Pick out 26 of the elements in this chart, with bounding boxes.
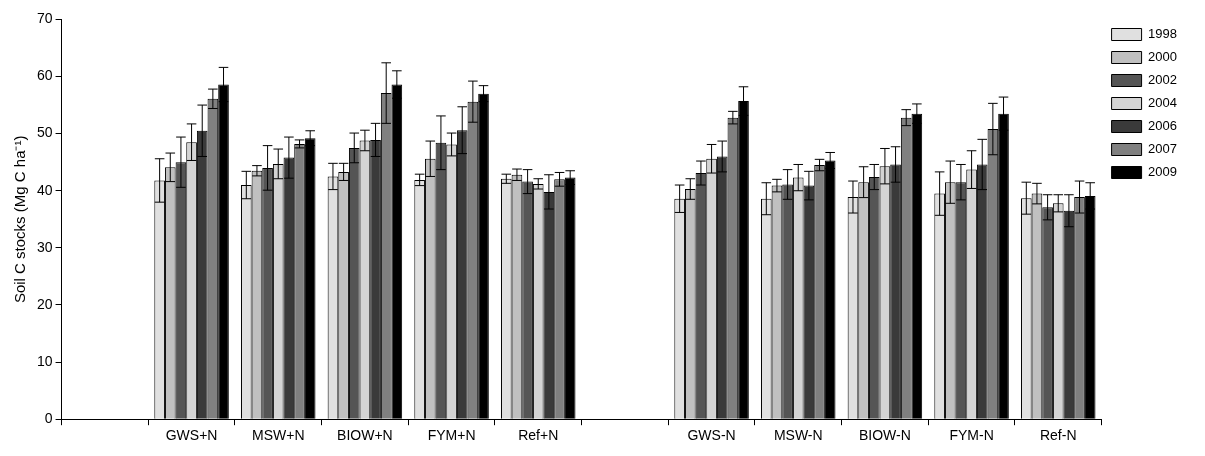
x-tick-label: GWS-N [687,427,736,444]
legend-label: 2004 [1148,95,1177,111]
x-tick-label: MSW+N [251,427,305,444]
legend-label: 2006 [1148,118,1177,134]
legend-label: 1998 [1148,26,1177,42]
legend-label: 2009 [1148,164,1177,180]
y-tick-label: 20 [36,295,53,312]
x-tick-label: MSW-N [773,427,823,444]
x-tick-label: Ref-N [1039,427,1077,444]
y-tick-label: 30 [36,238,53,255]
x-tick-label: FYM+N [427,427,476,444]
y-tick-label: 0 [44,410,53,427]
y-tick-label: 50 [36,124,53,141]
x-tick-label: BIOW-N [858,427,911,444]
y-axis-title: Soil C stocks (Mg C ha⁻¹) [11,135,29,304]
y-tick-label: 10 [36,352,53,369]
legend-label: 2002 [1148,72,1177,88]
y-tick-label: 60 [36,67,53,84]
x-tick-label: BIOW+N [337,427,393,444]
legend-label: 2000 [1148,49,1177,65]
y-tick-label: 70 [36,10,53,27]
y-tick-label: 40 [36,181,53,198]
x-tick-label: FYM-N [949,427,994,444]
legend-label: 2007 [1148,141,1177,157]
x-tick-label: GWS+N [165,427,218,444]
x-tick-label: Ref+N [518,427,559,444]
